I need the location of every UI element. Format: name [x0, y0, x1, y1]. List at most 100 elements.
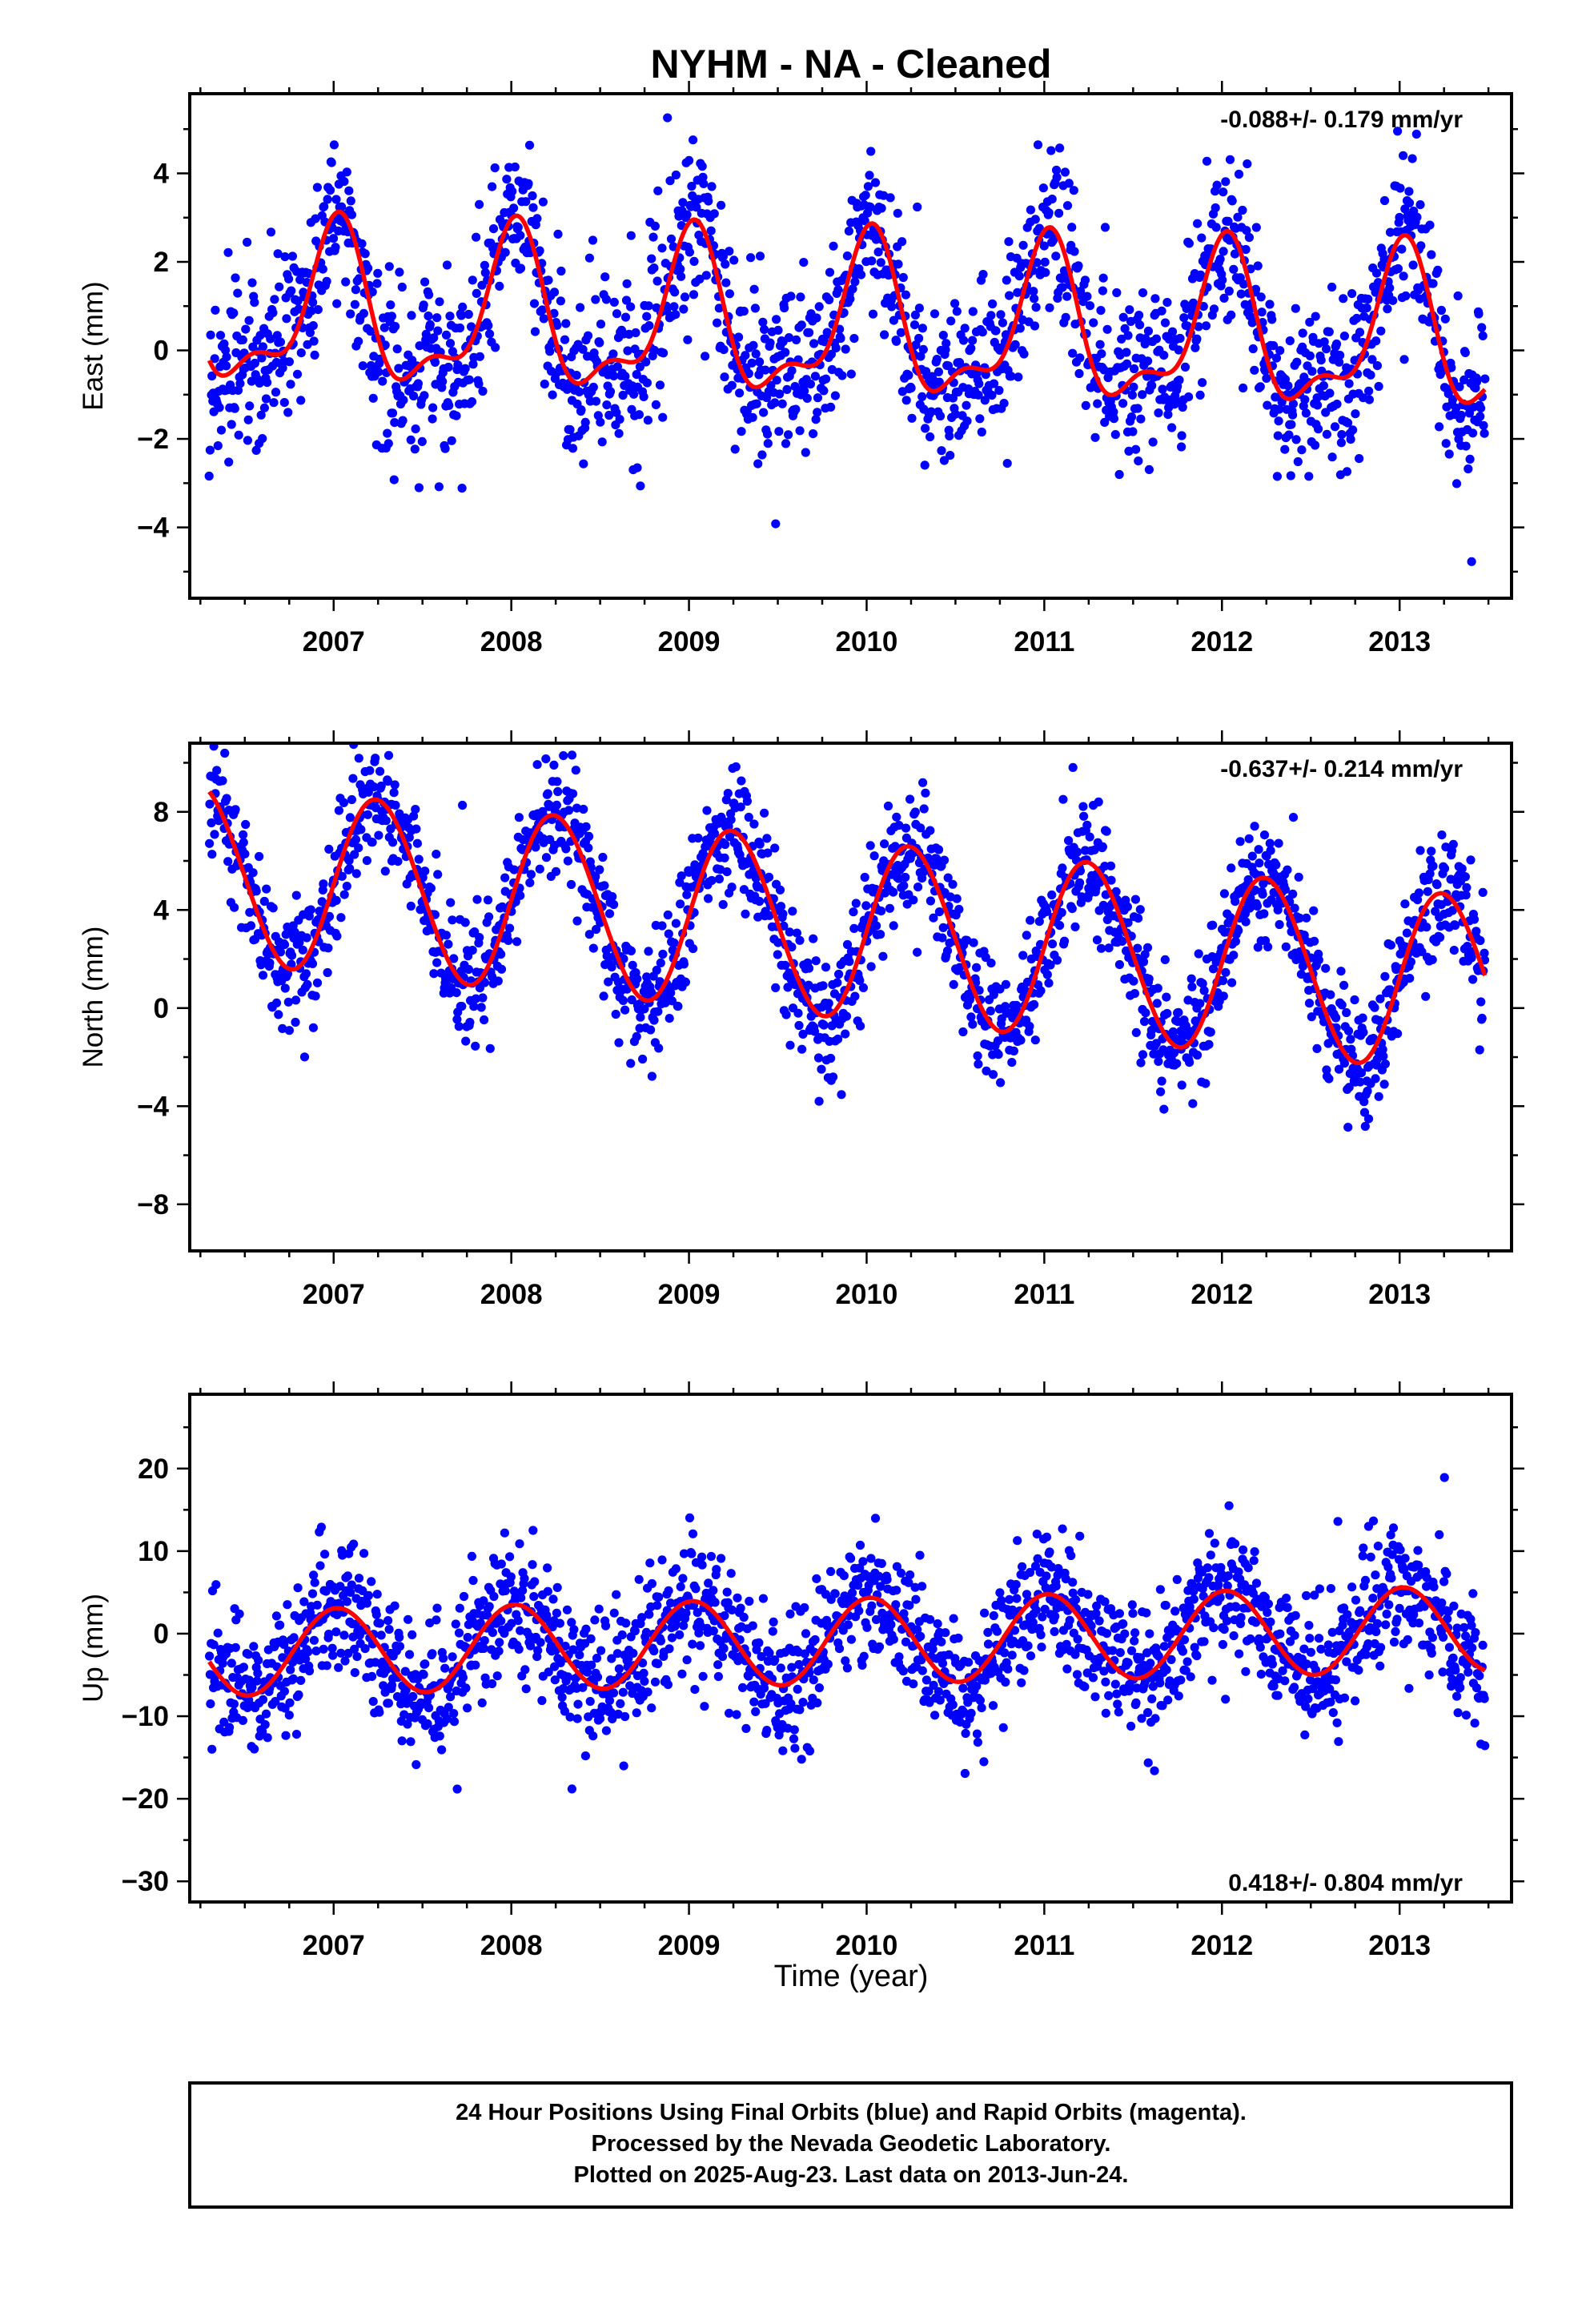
data-point: [812, 313, 821, 323]
x-tick-label: 2010: [836, 626, 898, 657]
data-point: [1288, 399, 1298, 408]
data-point: [1476, 997, 1486, 1007]
data-point: [1199, 302, 1208, 312]
data-point: [513, 223, 523, 232]
data-point: [373, 268, 383, 278]
data-point: [713, 1671, 724, 1682]
data-point: [620, 372, 630, 381]
data-point: [980, 396, 990, 405]
data-point: [275, 947, 285, 957]
data-point: [259, 403, 269, 412]
data-point: [999, 399, 1009, 408]
data-point: [483, 1610, 492, 1620]
data-point: [1044, 979, 1054, 988]
data-point: [249, 1642, 259, 1651]
data-point: [1375, 994, 1385, 1003]
data-point: [778, 909, 788, 919]
data-point: [1280, 444, 1290, 454]
data-point: [207, 1744, 217, 1754]
data-point: [644, 947, 653, 956]
data-point: [263, 378, 272, 388]
data-point: [794, 1020, 804, 1031]
data-point: [432, 958, 442, 967]
data-point: [1157, 306, 1166, 316]
data-point: [905, 794, 915, 804]
data-point: [432, 1615, 441, 1625]
data-point: [579, 459, 588, 468]
data-point: [798, 1029, 808, 1039]
data-point: [604, 1696, 615, 1706]
data-point: [1209, 304, 1219, 314]
data-point: [1452, 403, 1461, 413]
data-point: [1311, 312, 1320, 321]
data-point: [866, 962, 876, 971]
data-point: [584, 843, 593, 853]
data-point: [463, 1633, 472, 1642]
data-point: [1219, 247, 1228, 256]
data-point: [817, 1064, 826, 1074]
data-point: [1038, 183, 1048, 193]
data-point: [753, 459, 763, 468]
data-point: [1064, 179, 1074, 188]
data-point: [1359, 1027, 1368, 1037]
data-point: [896, 328, 905, 337]
data-point: [588, 235, 598, 245]
data-point: [296, 348, 306, 358]
data-point: [1339, 294, 1348, 304]
data-point: [825, 267, 835, 277]
data-point: [604, 410, 614, 420]
data-point: [880, 839, 889, 849]
data-point: [1399, 151, 1408, 160]
data-point: [441, 330, 452, 340]
data-point: [541, 853, 552, 862]
data-point: [1034, 917, 1044, 927]
data-point: [1162, 992, 1171, 1002]
data-point: [205, 1651, 215, 1661]
data-point: [305, 328, 315, 337]
data-point: [604, 909, 615, 919]
data-point: [344, 855, 354, 866]
data-point: [721, 839, 730, 850]
data-point: [1128, 427, 1138, 436]
data-point: [763, 429, 773, 439]
data-point: [1067, 904, 1077, 914]
data-point: [755, 251, 765, 261]
data-point: [1452, 479, 1462, 489]
data-point: [323, 943, 333, 953]
data-point: [657, 243, 667, 253]
data-point: [1136, 1058, 1146, 1068]
data-point: [934, 845, 944, 854]
data-point: [1480, 374, 1490, 384]
data-point: [607, 1654, 616, 1663]
data-point: [1014, 271, 1024, 281]
data-point: [260, 1719, 270, 1730]
data-point: [993, 1036, 1003, 1046]
data-point: [359, 1549, 369, 1558]
data-point: [526, 870, 536, 879]
data-point: [346, 1587, 355, 1597]
data-point: [856, 1021, 865, 1031]
data-point: [721, 278, 731, 287]
data-point: [829, 1072, 838, 1082]
data-point: [966, 1012, 976, 1022]
data-point: [215, 403, 224, 412]
data-point: [626, 231, 636, 240]
data-point: [227, 1659, 236, 1668]
data-point: [414, 854, 424, 864]
data-point: [1339, 332, 1349, 341]
data-point: [954, 358, 965, 368]
data-point: [658, 949, 668, 959]
data-point: [601, 1621, 611, 1630]
data-point: [435, 297, 444, 307]
data-point: [1351, 409, 1360, 419]
data-point: [889, 887, 898, 897]
data-point: [618, 1687, 628, 1697]
data-point: [477, 1698, 487, 1707]
data-point: [445, 312, 455, 321]
data-point: [1229, 264, 1239, 274]
data-point: [612, 408, 621, 417]
data-point: [787, 1663, 797, 1672]
data-point: [981, 952, 990, 963]
data-point: [709, 209, 719, 219]
data-point: [560, 1707, 570, 1716]
